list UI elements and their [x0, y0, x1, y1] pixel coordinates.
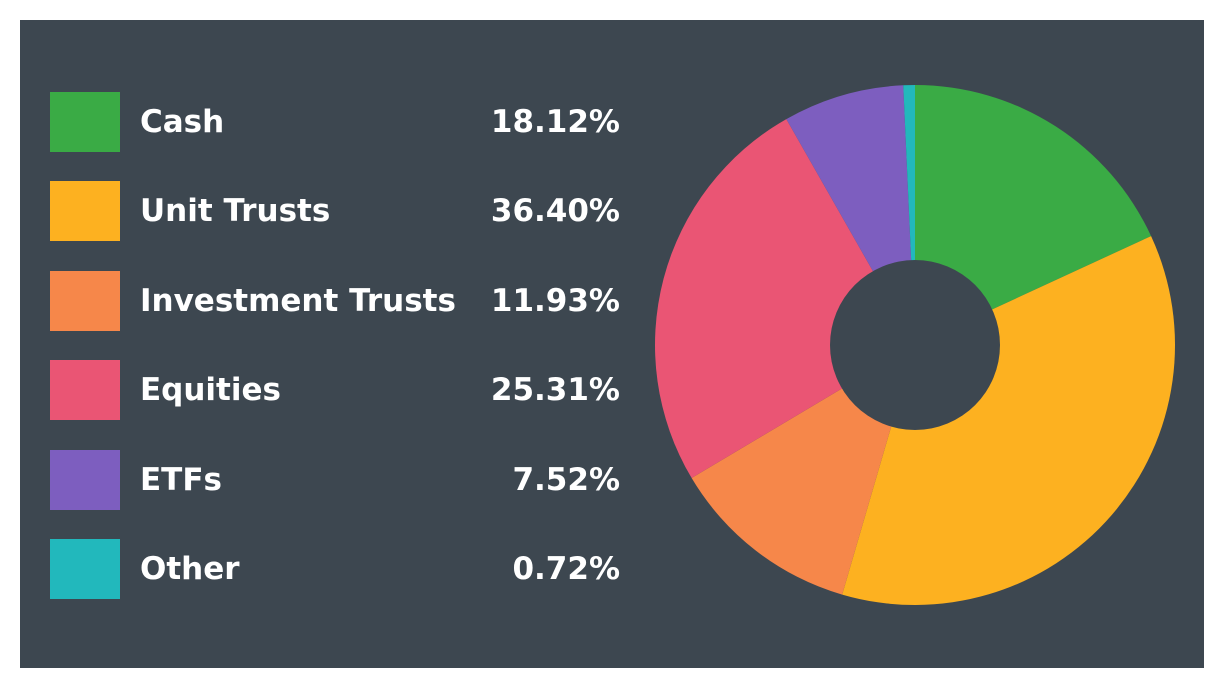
legend-label-cash: Cash	[140, 104, 225, 140]
allocation-panel: Cash 18.12% Unit Trusts 36.40% Investmen…	[20, 20, 1204, 668]
legend-swatch-etfs	[50, 449, 120, 510]
legend-value-etfs: 7.52%	[512, 461, 620, 498]
legend-swatch-investment-trusts	[50, 270, 120, 331]
legend-value-cash: 18.12%	[490, 104, 620, 140]
legend-item-unit-trusts: Unit Trusts 36.40%	[50, 181, 620, 270]
legend-value-unit-trusts: 36.40%	[490, 193, 620, 230]
legend-value-equities: 25.31%	[490, 372, 620, 409]
donut-chart	[655, 85, 1175, 606]
legend-item-equities: Equities 25.31%	[50, 360, 620, 449]
legend-value-other: 0.72%	[512, 550, 620, 587]
legend-swatch-other	[50, 538, 120, 599]
legend-item-investment-trusts: Investment Trusts 11.93%	[50, 270, 620, 360]
legend-label-equities: Equities	[140, 372, 281, 409]
slice-equities	[655, 119, 915, 479]
legend-value-investment-trusts: 11.93%	[490, 282, 620, 319]
legend-swatch-cash	[50, 92, 120, 152]
slice-cash	[915, 85, 1152, 345]
donut-hole	[830, 260, 1000, 430]
legend-label-other: Other	[140, 550, 240, 587]
slice-unit-trusts	[842, 236, 1175, 606]
legend-label-etfs: ETFs	[140, 461, 222, 498]
legend-label-unit-trusts: Unit Trusts	[140, 193, 331, 230]
legend-swatch-unit-trusts	[50, 181, 120, 242]
legend-item-cash: Cash 18.12%	[50, 92, 620, 181]
legend-swatch-equities	[50, 360, 120, 421]
legend-label-investment-trusts: Investment Trusts	[140, 282, 456, 319]
legend-item-other: Other 0.72%	[50, 538, 620, 628]
chart-legend: Cash 18.12% Unit Trusts 36.40% Investmen…	[50, 92, 620, 628]
legend-item-etfs: ETFs 7.52%	[50, 449, 620, 539]
